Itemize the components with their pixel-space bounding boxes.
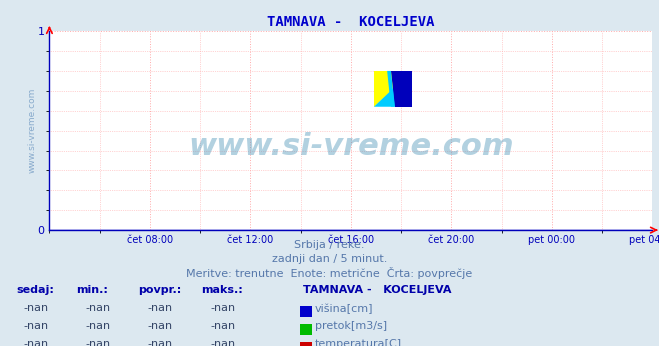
Text: temperatura[C]: temperatura[C] (315, 339, 402, 346)
Text: -nan: -nan (24, 339, 49, 346)
Text: višina[cm]: višina[cm] (315, 303, 374, 314)
Text: zadnji dan / 5 minut.: zadnji dan / 5 minut. (272, 254, 387, 264)
Text: pretok[m3/s]: pretok[m3/s] (315, 321, 387, 331)
Text: -nan: -nan (24, 321, 49, 331)
Text: sedaj:: sedaj: (16, 285, 54, 295)
Text: TAMNAVA -   KOCELJEVA: TAMNAVA - KOCELJEVA (303, 285, 451, 295)
Text: -nan: -nan (148, 339, 173, 346)
Polygon shape (391, 71, 412, 107)
Text: -nan: -nan (24, 303, 49, 313)
Text: -nan: -nan (148, 321, 173, 331)
Text: Srbija / reke.: Srbija / reke. (295, 240, 364, 251)
Title: TAMNAVA -  KOCELJEVA: TAMNAVA - KOCELJEVA (267, 15, 435, 29)
Polygon shape (374, 71, 412, 107)
Text: -nan: -nan (85, 303, 110, 313)
Text: min.:: min.: (76, 285, 107, 295)
Text: -nan: -nan (210, 303, 235, 313)
Text: -nan: -nan (148, 303, 173, 313)
Text: maks.:: maks.: (201, 285, 243, 295)
Text: -nan: -nan (210, 339, 235, 346)
Text: -nan: -nan (85, 339, 110, 346)
Polygon shape (374, 71, 412, 107)
Text: -nan: -nan (210, 321, 235, 331)
Text: Meritve: trenutne  Enote: metrične  Črta: povprečje: Meritve: trenutne Enote: metrične Črta: … (186, 267, 473, 279)
Polygon shape (387, 71, 395, 107)
Text: www.si-vreme.com: www.si-vreme.com (188, 132, 514, 161)
Text: -nan: -nan (85, 321, 110, 331)
Y-axis label: www.si-vreme.com: www.si-vreme.com (27, 88, 36, 173)
Text: povpr.:: povpr.: (138, 285, 182, 295)
